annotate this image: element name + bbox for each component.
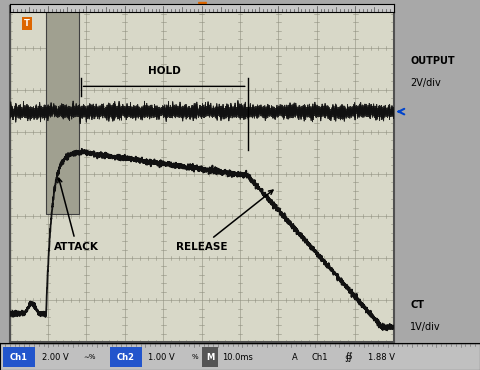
Text: 1.88 V: 1.88 V — [368, 353, 395, 362]
Text: ATTACK: ATTACK — [54, 178, 99, 252]
Text: HOLD: HOLD — [148, 66, 180, 76]
Text: 1V/div: 1V/div — [410, 322, 441, 333]
Text: M: M — [206, 353, 214, 362]
Text: T: T — [24, 19, 30, 28]
Text: Ch2: Ch2 — [117, 353, 135, 362]
Text: 2V/div: 2V/div — [410, 78, 441, 88]
Text: 1.00 V: 1.00 V — [148, 353, 175, 362]
Bar — [46, 6, 79, 214]
Text: OUTPUT: OUTPUT — [410, 56, 455, 66]
Text: CT: CT — [410, 300, 424, 310]
Text: ∯: ∯ — [344, 352, 352, 362]
Bar — [202, 347, 218, 367]
Bar — [110, 347, 142, 367]
Text: RELEASE: RELEASE — [176, 190, 273, 252]
Text: 10.0ms: 10.0ms — [222, 353, 253, 362]
Text: Ch1: Ch1 — [312, 353, 328, 362]
Text: A: A — [292, 353, 298, 362]
Text: 2.00 V: 2.00 V — [42, 353, 69, 362]
Bar — [3, 347, 35, 367]
Text: %: % — [192, 354, 198, 360]
Text: Ch1: Ch1 — [10, 353, 28, 362]
Text: ∼%: ∼% — [84, 354, 96, 360]
